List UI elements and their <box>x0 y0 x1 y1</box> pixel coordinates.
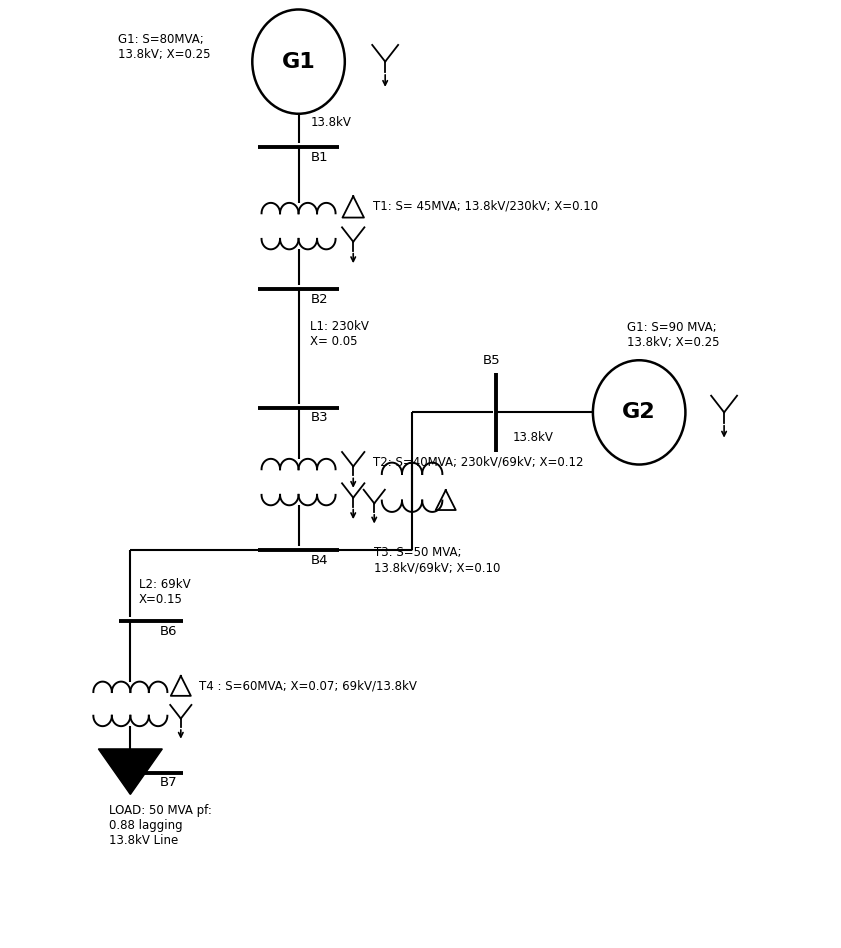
Text: B3: B3 <box>310 411 328 425</box>
Text: L1: 230kV
X= 0.05: L1: 230kV X= 0.05 <box>310 320 369 348</box>
Text: T4 : S=60MVA; X=0.07; 69kV/13.8kV: T4 : S=60MVA; X=0.07; 69kV/13.8kV <box>199 680 417 693</box>
Text: T1: S= 45MVA; 13.8kV/230kV; X=0.10: T1: S= 45MVA; 13.8kV/230kV; X=0.10 <box>373 199 598 212</box>
Polygon shape <box>98 749 162 794</box>
Text: L2: 69kV
X=0.15: L2: 69kV X=0.15 <box>139 578 190 607</box>
Text: B5: B5 <box>484 354 500 367</box>
Text: 13.8kV: 13.8kV <box>310 116 352 129</box>
Text: B1: B1 <box>310 151 328 164</box>
Text: B6: B6 <box>160 625 177 638</box>
Text: G2: G2 <box>622 402 656 423</box>
Text: 13.8kV: 13.8kV <box>513 431 554 445</box>
Text: B7: B7 <box>160 776 177 790</box>
Text: G1: S=90 MVA;
13.8kV; X=0.25: G1: S=90 MVA; 13.8kV; X=0.25 <box>627 320 719 349</box>
Text: T2: S=40MVA; 230kV/69kV; X=0.12: T2: S=40MVA; 230kV/69kV; X=0.12 <box>373 455 583 468</box>
Text: T3: S=50 MVA;
13.8kV/69kV; X=0.10: T3: S=50 MVA; 13.8kV/69kV; X=0.10 <box>374 546 500 574</box>
Text: B4: B4 <box>310 554 328 567</box>
Text: B2: B2 <box>310 293 328 306</box>
Text: LOAD: 50 MVA pf:
0.88 lagging
13.8kV Line: LOAD: 50 MVA pf: 0.88 lagging 13.8kV Lin… <box>109 804 212 847</box>
Text: G1: G1 <box>282 51 315 72</box>
Text: G1: S=80MVA;
13.8kV; X=0.25: G1: S=80MVA; 13.8kV; X=0.25 <box>118 33 210 62</box>
